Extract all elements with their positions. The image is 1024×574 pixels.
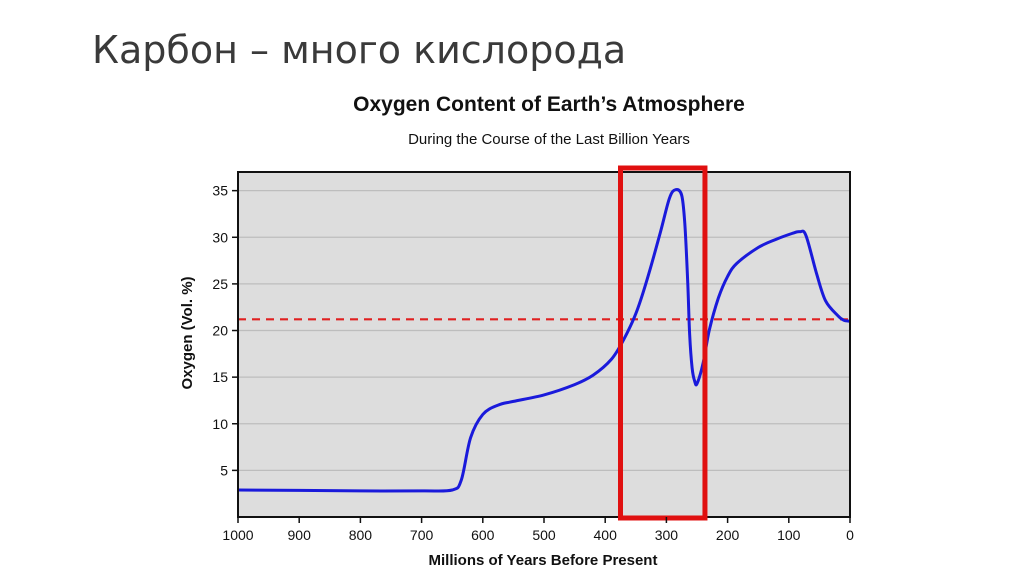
- chart-subtitle: During the Course of the Last Billion Ye…: [408, 131, 690, 148]
- y-tick-label: 5: [220, 462, 228, 478]
- y-tick-label: 30: [212, 229, 228, 245]
- x-tick-label: 100: [777, 527, 801, 543]
- slide-title: Карбон – много кислорода: [92, 28, 627, 72]
- y-tick-label: 20: [212, 323, 228, 339]
- oxygen-series-line: [237, 188, 851, 493]
- x-tick-label: 900: [288, 527, 312, 543]
- x-axis-label: Millions of Years Before Present: [429, 552, 658, 569]
- x-tick-label: 600: [471, 527, 495, 543]
- y-axis-label: Oxygen (Vol. %): [179, 276, 196, 389]
- x-tick-label: 400: [594, 527, 618, 543]
- y-tick-label: 25: [212, 276, 228, 292]
- chart-title: Oxygen Content of Earth’s Atmosphere: [353, 93, 745, 116]
- x-tick-label: 800: [349, 527, 373, 543]
- grid-lines: [238, 190, 850, 471]
- y-tick-label: 35: [212, 183, 228, 199]
- x-axis-ticks: 1000 900 800 700 600 500 400 300 200 100 0: [222, 517, 854, 543]
- x-tick-label: 200: [716, 527, 740, 543]
- plot-area: [238, 172, 850, 517]
- x-tick-label: 300: [655, 527, 679, 543]
- x-tick-label: 0: [846, 527, 854, 543]
- y-tick-label: 10: [212, 416, 228, 432]
- x-tick-label: 500: [532, 527, 556, 543]
- y-axis-ticks: 5 10 15 20 25 30 35: [212, 183, 238, 478]
- series-layer: [237, 188, 851, 493]
- highlight-box: [618, 165, 708, 521]
- highlight-layer: [618, 165, 708, 521]
- x-tick-label: 700: [410, 527, 434, 543]
- y-tick-label: 15: [212, 369, 228, 385]
- x-tick-label: 1000: [222, 527, 253, 543]
